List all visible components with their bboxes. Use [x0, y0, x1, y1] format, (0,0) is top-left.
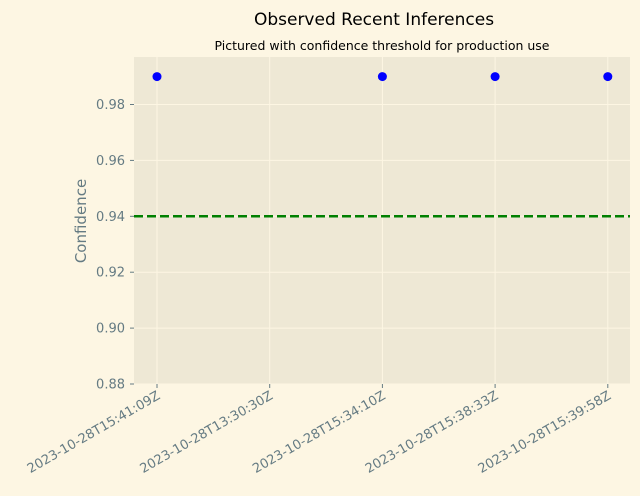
data-point — [603, 72, 613, 82]
y-tick-label: 0.88 — [96, 378, 125, 393]
y-tick-label: 0.94 — [96, 210, 125, 225]
y-tick-label: 0.96 — [96, 154, 125, 169]
y-tick-label: 0.92 — [96, 266, 125, 281]
grid — [134, 57, 630, 385]
data-points — [152, 72, 613, 82]
data-point — [490, 72, 500, 82]
y-axis-ticks: 0.88 0.90 0.92 0.94 0.96 0.98 — [96, 98, 134, 393]
y-tick-label: 0.90 — [96, 322, 125, 337]
chart-subtitle: Pictured with confidence threshold for p… — [214, 38, 549, 53]
data-point — [152, 72, 162, 82]
y-tick-label: 0.98 — [96, 98, 125, 113]
chart-title: Observed Recent Inferences — [254, 10, 494, 30]
y-axis-label: Confidence — [72, 179, 90, 263]
data-point — [377, 72, 387, 82]
